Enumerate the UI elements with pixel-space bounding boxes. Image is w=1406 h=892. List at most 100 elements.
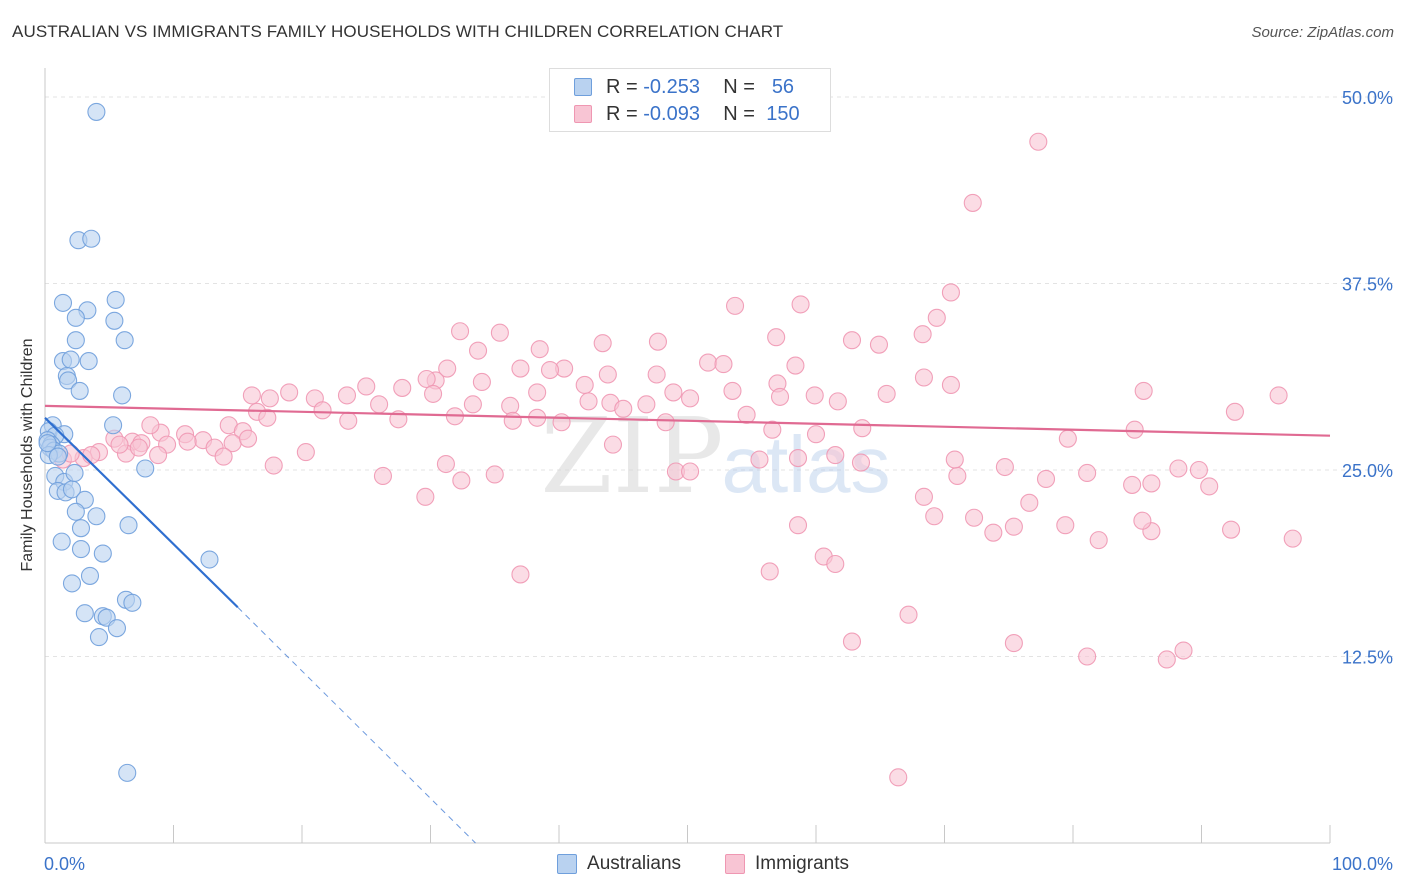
- immigrants-point: [788, 449, 808, 468]
- immigrants-point: [438, 359, 457, 378]
- immigrants-point: [141, 416, 160, 435]
- australians-trend-extension: [237, 606, 476, 844]
- immigrants-point: [1134, 381, 1153, 400]
- immigrants-point: [714, 355, 733, 374]
- immigrants-point: [1225, 402, 1244, 421]
- stats-legend: R = -0.253 N = 56 R = -0.093 N = 150: [549, 68, 831, 132]
- immigrants-point: [501, 396, 520, 415]
- legend-row-immigrants: R = -0.093 N = 150: [574, 102, 803, 126]
- australians-point: [48, 447, 67, 466]
- australians-point: [70, 381, 89, 400]
- australians-point: [115, 331, 134, 350]
- immigrants-point: [1157, 650, 1176, 669]
- immigrants-point: [788, 516, 808, 535]
- australians-point: [104, 416, 123, 435]
- immigrants-point: [214, 447, 233, 466]
- australians-point: [93, 544, 112, 563]
- australians-point: [66, 502, 85, 521]
- immigrants-point: [1020, 493, 1039, 512]
- immigrants-point: [178, 432, 197, 451]
- immigrants-point: [948, 466, 967, 486]
- immigrants-point: [424, 384, 443, 403]
- n-label: N =: [723, 102, 755, 125]
- legend-immigrants[interactable]: Immigrants: [725, 852, 849, 876]
- immigrants-point: [528, 383, 547, 402]
- immigrants-point: [417, 369, 436, 389]
- australians-points: [38, 102, 219, 782]
- australians-point: [105, 311, 124, 330]
- immigrants-point: [941, 375, 960, 395]
- immigrants-point: [436, 454, 455, 474]
- immigrants-point: [614, 399, 633, 418]
- immigrants-point: [452, 471, 471, 490]
- immigrants-point: [1200, 477, 1219, 496]
- trend-lines: [44, 404, 1331, 844]
- immigrants-point: [242, 386, 261, 405]
- australians-point: [71, 540, 91, 559]
- immigrants-point: [984, 523, 1003, 542]
- immigrants-point: [451, 322, 470, 341]
- australians-point: [87, 102, 106, 121]
- legend-australians[interactable]: Australians: [557, 852, 681, 876]
- immigrants-point: [725, 296, 745, 315]
- australians-point: [38, 434, 57, 453]
- immigrants-point: [337, 386, 357, 405]
- australians-point: [75, 604, 94, 623]
- immigrants-point: [1269, 386, 1288, 405]
- legend-immigrants-label: Immigrants: [755, 853, 849, 874]
- immigrants-point: [238, 429, 258, 448]
- immigrants-point: [1174, 641, 1193, 660]
- australians-point: [59, 371, 78, 390]
- immigrants-point: [264, 456, 283, 475]
- immigrants-trend-line: [44, 404, 1331, 437]
- australians-point: [62, 574, 82, 593]
- immigrants-point: [806, 425, 826, 444]
- immigrants-point: [503, 411, 522, 430]
- immigrants-point: [1222, 520, 1241, 539]
- australians-point: [71, 519, 91, 538]
- immigrants-point: [1089, 531, 1108, 550]
- immigrants-points: [53, 132, 1302, 787]
- immigrants-point: [1133, 511, 1152, 530]
- immigrants-point: [603, 435, 623, 454]
- legend-australians-label: Australians: [587, 853, 682, 874]
- immigrants-point: [129, 438, 148, 457]
- immigrants-point: [593, 334, 612, 353]
- immigrants-point: [296, 443, 315, 462]
- y-tick-label: 12.5%: [1342, 648, 1393, 668]
- legend-row-australians: R = -0.253 N = 56: [574, 75, 803, 99]
- source-label: Source: ZipAtlas.com: [1251, 24, 1394, 41]
- immigrants-point: [637, 395, 656, 414]
- immigrants-point: [1056, 516, 1075, 535]
- immigrants-point: [1078, 647, 1097, 666]
- immigrants-point: [82, 446, 101, 465]
- immigrants-point: [552, 413, 571, 432]
- immigrants-point: [579, 392, 598, 411]
- r-value: -0.093: [643, 102, 700, 125]
- immigrants-point: [699, 353, 718, 372]
- immigrants-legend-swatch: [725, 854, 746, 874]
- australians-point: [200, 550, 219, 569]
- immigrants-point: [851, 453, 871, 472]
- immigrants-point: [791, 295, 810, 314]
- immigrants-point: [681, 389, 700, 408]
- immigrants-point: [1029, 132, 1048, 151]
- immigrants-point: [995, 457, 1014, 477]
- tick-labels: 12.5% 25.0% 37.5% 50.0% 0.0% 100.0%: [44, 88, 1393, 874]
- immigrants-point: [1004, 517, 1023, 536]
- australians-point: [52, 532, 71, 551]
- australians-point: [118, 763, 137, 782]
- immigrants-point: [357, 377, 376, 396]
- australians-point: [61, 350, 80, 369]
- australians-point: [123, 593, 142, 612]
- n-value: 56: [771, 75, 795, 98]
- immigrants-point: [826, 554, 845, 574]
- chart-title: AUSTRALIAN VS IMMIGRANTS FAMILY HOUSEHOL…: [12, 22, 784, 41]
- r-label: R =: [606, 102, 638, 125]
- australians-point: [66, 308, 85, 327]
- immigrants-point: [913, 325, 932, 344]
- immigrants-point: [664, 383, 683, 402]
- immigrants-point: [280, 383, 299, 402]
- immigrants-point: [927, 308, 946, 327]
- australians-point: [107, 619, 127, 638]
